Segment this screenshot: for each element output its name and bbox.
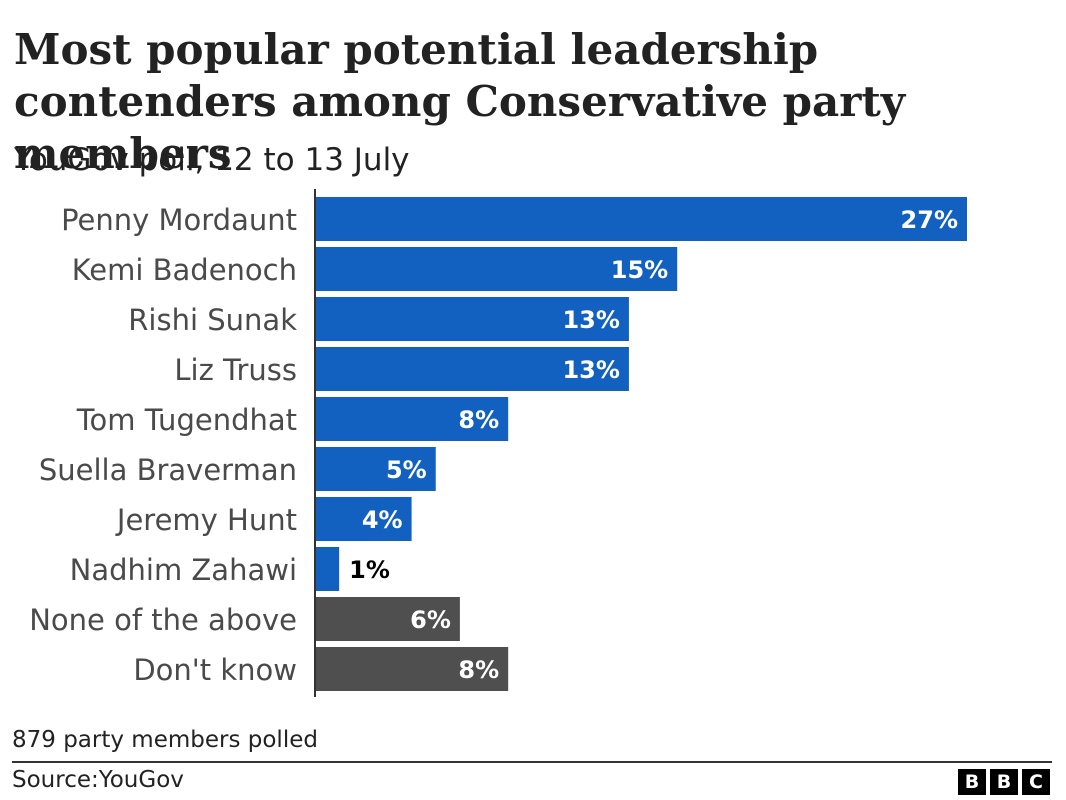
category-label: Kemi Badenoch (72, 253, 297, 287)
category-label: Tom Tugendhat (76, 403, 297, 437)
footer-divider (12, 761, 1052, 763)
bbc-logo-letter: B (990, 769, 1018, 795)
value-label: 8% (458, 656, 499, 684)
value-label: 8% (458, 406, 499, 434)
value-label: 27% (901, 206, 958, 234)
chart-title: Most popular potential leadership conten… (14, 25, 906, 178)
category-label: Jeremy Hunt (115, 503, 297, 537)
bar-chart: Penny Mordaunt 27% Kemi Badenoch 15% Rishi S… (29, 189, 967, 697)
category-label: Liz Truss (174, 353, 297, 387)
value-label: 4% (362, 506, 403, 534)
bbc-logo-letter: C (1022, 769, 1050, 795)
chart-note: 879 party members polled (12, 727, 318, 753)
bar (315, 247, 678, 291)
category-label: Rishi Sunak (128, 303, 297, 337)
bar (315, 297, 629, 341)
source-credit: Source:YouGov (12, 767, 184, 793)
chart-subtitle: YouGov poll, 12 to 13 July (14, 142, 410, 178)
bar (315, 647, 509, 691)
bar (315, 547, 340, 591)
value-label: 13% (562, 356, 619, 384)
value-label: 15% (611, 256, 668, 284)
category-label: None of the above (29, 603, 297, 637)
value-label: 13% (562, 306, 619, 334)
bar (315, 497, 412, 541)
bar (315, 347, 629, 391)
category-label: Penny Mordaunt (61, 203, 297, 237)
category-label: Suella Braverman (39, 453, 297, 487)
bar (315, 597, 460, 641)
value-label: 5% (386, 456, 427, 484)
bbc-logo-letter: B (958, 769, 986, 795)
value-label: 1% (349, 556, 390, 584)
category-label: Nadhim Zahawi (70, 553, 297, 587)
bar (315, 447, 436, 491)
bar (315, 197, 967, 241)
bbc-logo: B B C (958, 769, 1050, 795)
category-label: Don't know (133, 653, 297, 687)
bar (315, 397, 509, 441)
value-label: 6% (410, 606, 451, 634)
